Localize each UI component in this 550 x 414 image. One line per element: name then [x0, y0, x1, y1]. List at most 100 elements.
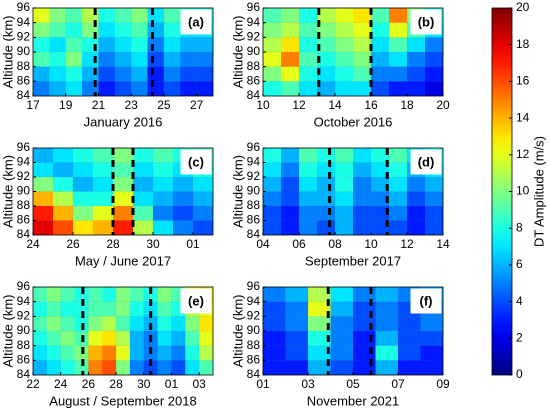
x-tick-label: 17: [26, 98, 40, 112]
heat-cell: [49, 52, 67, 68]
heat-cell: [157, 316, 172, 332]
heat-cell: [299, 191, 318, 207]
heat-cell: [389, 206, 408, 221]
y-tick-label: 90: [247, 44, 261, 58]
heat-cell: [116, 301, 131, 317]
x-tick-label: 01: [186, 237, 200, 251]
y-tick-label: 90: [17, 184, 31, 198]
heatmap-cells: [33, 8, 213, 96]
heat-cell: [375, 360, 399, 375]
heat-cell: [335, 162, 354, 178]
heat-cell: [317, 52, 336, 68]
heat-cell: [299, 148, 318, 163]
heat-cell: [263, 287, 286, 303]
heat-cell: [49, 8, 67, 24]
heat-cell: [116, 360, 131, 375]
heat-cell: [147, 37, 165, 53]
heat-cell: [425, 220, 443, 235]
heat-cell: [263, 148, 282, 163]
heat-cell: [88, 345, 103, 361]
y-axis-label: Altitude (km): [0, 295, 15, 368]
y-tick-label: 96: [247, 0, 261, 14]
heat-cell: [317, 162, 336, 178]
heat-cell: [389, 81, 408, 96]
heat-cell: [353, 8, 372, 24]
heat-cell: [281, 162, 300, 178]
heat-cell: [33, 177, 54, 192]
heat-cell: [281, 148, 300, 163]
heat-cell: [407, 52, 426, 68]
heat-cell: [33, 22, 50, 38]
heat-cell: [113, 162, 134, 178]
x-tick-label: 16: [364, 98, 378, 112]
heat-cell: [46, 360, 62, 375]
heat-cell: [102, 360, 117, 375]
heat-cell: [281, 191, 300, 207]
heat-cell: [114, 8, 132, 24]
heat-cell: [153, 162, 174, 178]
heat-cell: [425, 177, 443, 192]
y-tick-label: 90: [247, 323, 261, 337]
heat-cell: [153, 191, 174, 207]
x-tick-label: 03: [192, 377, 206, 391]
heat-cell: [53, 191, 74, 207]
x-tick-label: 30: [146, 237, 160, 251]
heat-cell: [389, 162, 408, 178]
x-tick-label: 30: [137, 377, 151, 391]
heat-cell: [299, 66, 318, 82]
heat-cell: [353, 220, 372, 235]
heat-cell: [113, 206, 134, 221]
heat-cell: [398, 331, 421, 347]
x-tick-label: 04: [256, 237, 270, 251]
heat-cell: [299, 177, 318, 192]
heat-cell: [317, 8, 336, 24]
heat-cell: [263, 331, 286, 347]
heat-cell: [317, 206, 336, 221]
colorbar-tick-label: 16: [516, 74, 530, 88]
heat-cell: [65, 8, 83, 24]
heat-cell: [371, 162, 390, 178]
heat-cell: [299, 81, 318, 96]
heat-cell: [53, 206, 74, 221]
heat-cell: [389, 220, 408, 235]
heat-cell: [285, 316, 309, 332]
heat-cell: [131, 66, 149, 82]
heat-cell: [371, 220, 390, 235]
heat-cell: [317, 177, 336, 192]
heat-cell: [353, 331, 376, 347]
heat-cell: [353, 191, 372, 207]
heat-cell: [199, 316, 213, 332]
heat-cell: [33, 331, 48, 347]
heat-cell: [420, 331, 443, 347]
heat-cell: [60, 316, 76, 332]
heat-cell: [53, 162, 74, 178]
heat-cell: [180, 81, 198, 96]
heat-cell: [171, 316, 186, 332]
y-tick-label: 86: [247, 353, 261, 367]
heat-cell: [407, 81, 426, 96]
heat-cell: [330, 360, 354, 375]
heat-cell: [74, 360, 89, 375]
heat-cell: [353, 345, 376, 361]
colorbar-tick-label: 2: [516, 330, 523, 344]
heat-cell: [143, 287, 159, 303]
heat-cell: [171, 331, 186, 347]
heat-cell: [143, 301, 159, 317]
heat-cell: [33, 316, 48, 332]
heat-cell: [353, 206, 372, 221]
heat-cell: [371, 148, 390, 163]
heat-cell: [193, 177, 213, 192]
heat-cell: [353, 81, 372, 96]
heat-cell: [193, 191, 213, 207]
heat-cell: [308, 316, 331, 332]
y-tick-label: 88: [17, 338, 31, 352]
panel-label: (f): [420, 293, 433, 308]
heat-cell: [98, 22, 116, 38]
heat-cell: [147, 22, 165, 38]
heat-cell: [33, 301, 48, 317]
heat-cell: [73, 191, 94, 207]
heat-cell: [129, 301, 145, 317]
x-tick-label: 06: [292, 237, 306, 251]
heat-cell: [33, 220, 54, 235]
heat-cell: [193, 220, 213, 235]
